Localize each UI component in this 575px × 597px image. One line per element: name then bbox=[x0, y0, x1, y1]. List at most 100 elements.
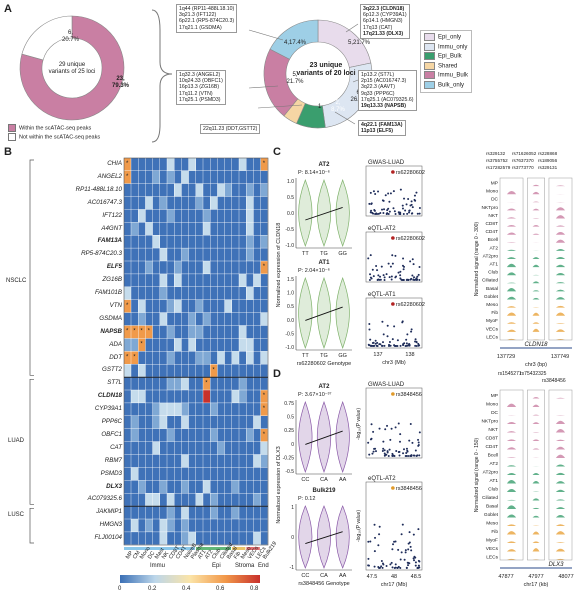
trend-line bbox=[305, 306, 343, 321]
heat-cell bbox=[160, 274, 167, 287]
heat-cell bbox=[224, 506, 232, 519]
heat-cell bbox=[138, 454, 146, 468]
heat-cell bbox=[145, 519, 153, 532]
heat-cell bbox=[239, 403, 246, 416]
heat-cell bbox=[196, 351, 203, 364]
sig-star: * bbox=[205, 380, 208, 386]
cat-epi: Epi bbox=[212, 563, 221, 569]
heat-cell bbox=[131, 274, 138, 287]
snp-point bbox=[385, 273, 388, 276]
heat-cell bbox=[152, 325, 160, 339]
heat-cell bbox=[253, 158, 261, 171]
heat-cell bbox=[131, 158, 138, 171]
snp-point bbox=[376, 278, 379, 281]
heat-cell bbox=[210, 196, 218, 210]
x-tick: 47977 bbox=[528, 574, 543, 580]
heat-cell bbox=[152, 183, 160, 197]
snp-point bbox=[382, 447, 385, 450]
box-epi-only: 3q22.3 (CLDN18) 6p12.3 (CYP39A1) 6p14.1 (H… bbox=[360, 4, 410, 40]
heat-cell bbox=[174, 519, 182, 532]
snp-point bbox=[402, 452, 405, 455]
heat-cell bbox=[145, 261, 153, 274]
snp-point bbox=[379, 343, 382, 346]
heat-cell bbox=[232, 170, 239, 184]
box-shared: 22q11.23 (DDT,GSTT2) bbox=[200, 124, 261, 135]
snp-point bbox=[369, 254, 372, 257]
heat-cell bbox=[232, 416, 239, 429]
heat-cell bbox=[124, 312, 131, 326]
heat-cell bbox=[217, 506, 225, 519]
heat-cell bbox=[188, 338, 196, 352]
violin-shape bbox=[316, 400, 332, 474]
snp-point bbox=[418, 454, 421, 457]
track-peak bbox=[506, 242, 517, 243]
snp-point bbox=[375, 265, 378, 268]
heat-cell bbox=[131, 454, 138, 468]
heat-cell bbox=[167, 377, 174, 390]
heat-cell bbox=[217, 235, 225, 248]
heat-cell bbox=[167, 416, 174, 429]
track-peak bbox=[506, 287, 517, 292]
group-lusc: LUSC bbox=[8, 512, 25, 518]
y-tick: 0 bbox=[291, 442, 294, 448]
heat-cell bbox=[152, 299, 160, 313]
heat-cell bbox=[174, 338, 182, 352]
heat-cell bbox=[203, 480, 210, 493]
track-peak bbox=[532, 404, 540, 407]
track-peak bbox=[555, 514, 566, 518]
heat-cell bbox=[224, 364, 232, 377]
snp-point bbox=[391, 254, 394, 257]
heat-cell bbox=[203, 441, 210, 455]
snp-point bbox=[403, 197, 406, 200]
lead-snp-label: rs62280602 bbox=[396, 170, 425, 176]
snp-point bbox=[384, 428, 387, 431]
track-name: AT1 bbox=[490, 261, 499, 267]
track-snp-label: rs1545271 bbox=[498, 371, 522, 377]
snp-point bbox=[386, 451, 389, 454]
heat-cell bbox=[224, 377, 232, 390]
track-snp-label: rs71626052 bbox=[512, 151, 537, 156]
heat-cell bbox=[188, 299, 196, 313]
snp-point bbox=[387, 454, 390, 457]
gene-label: ZG16B bbox=[102, 276, 122, 284]
heat-cell bbox=[138, 390, 146, 403]
snp-point bbox=[391, 566, 394, 569]
heat-cell bbox=[260, 441, 268, 455]
heat-cell bbox=[203, 519, 210, 532]
track-column bbox=[499, 177, 524, 341]
lead-snp-label: rs62280602 bbox=[396, 302, 425, 308]
snp-point bbox=[402, 268, 405, 271]
heat-cell bbox=[174, 441, 182, 455]
heat-cell bbox=[124, 506, 131, 519]
heat-cell bbox=[145, 532, 153, 545]
heat-cell bbox=[210, 287, 218, 300]
heat-cell bbox=[167, 338, 174, 352]
heat-cell bbox=[260, 170, 268, 184]
panel-b-label: B bbox=[4, 146, 12, 158]
manhattan-frame bbox=[365, 387, 423, 459]
heat-cell bbox=[217, 312, 225, 326]
track-snp-label: rs329132 bbox=[486, 151, 506, 156]
heat-cell bbox=[145, 416, 153, 429]
track-peak bbox=[555, 439, 566, 441]
heat-cell bbox=[224, 441, 232, 455]
manhattan-frame bbox=[365, 165, 423, 217]
track-name: Meso bbox=[486, 520, 498, 526]
snp-point bbox=[393, 566, 396, 569]
track-peak bbox=[506, 505, 517, 509]
snp-point bbox=[405, 342, 408, 345]
snp-point bbox=[410, 200, 413, 203]
heat-cell bbox=[217, 441, 225, 455]
snp-point bbox=[395, 275, 398, 278]
heat-cell bbox=[167, 222, 174, 235]
heat-cell bbox=[232, 261, 239, 274]
snp-point bbox=[386, 450, 389, 453]
heat-cell bbox=[174, 493, 182, 506]
heat-cell bbox=[232, 364, 239, 377]
heat-cell bbox=[210, 467, 218, 481]
heat-cell bbox=[138, 416, 146, 429]
heat-cell bbox=[124, 428, 131, 442]
heat-cell bbox=[203, 454, 210, 468]
snp-point bbox=[374, 450, 377, 453]
snp-point bbox=[410, 330, 413, 333]
